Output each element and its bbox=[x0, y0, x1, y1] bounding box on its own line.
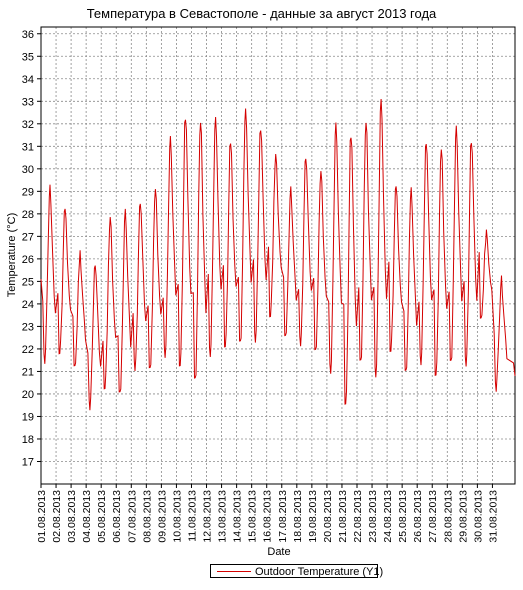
y-tick-label: 29 bbox=[22, 186, 34, 198]
plot-frame bbox=[40, 26, 516, 485]
chart-title: Температура в Севастополе - данные за ав… bbox=[86, 6, 437, 21]
legend: Outdoor Temperature (Y1) bbox=[210, 564, 383, 578]
x-tick-label: 15.08.2013 bbox=[247, 490, 259, 543]
y-tick-label: 21 bbox=[22, 366, 34, 378]
y-tick-label: 17 bbox=[22, 456, 34, 468]
x-axis-label: Date bbox=[267, 546, 290, 558]
y-tick-label: 22 bbox=[22, 344, 34, 356]
x-tick-label: 01.08.2013 bbox=[36, 490, 48, 543]
x-tick-label: 08.08.2013 bbox=[141, 490, 153, 543]
y-tick-label: 24 bbox=[22, 299, 34, 311]
y-tick-label: 25 bbox=[22, 276, 34, 288]
x-tick-label: 22.08.2013 bbox=[352, 490, 364, 543]
x-tick-label: 24.08.2013 bbox=[382, 490, 394, 543]
y-tick-label: 31 bbox=[22, 141, 34, 153]
legend-label: Outdoor Temperature (Y1) bbox=[255, 566, 384, 578]
y-axis-ticks: 17 18 19 20 21 22 23 24 25 26 27 28 29 30 31 32 33 34 35 36 bbox=[22, 29, 41, 468]
x-tick-label: 06.08.2013 bbox=[111, 490, 123, 543]
x-tick-label: 31.08.2013 bbox=[487, 490, 499, 543]
y-tick-label: 35 bbox=[22, 51, 34, 63]
y-tick-label: 18 bbox=[22, 434, 34, 446]
x-tick-label: 09.08.2013 bbox=[156, 490, 168, 543]
x-tick-label: 11.08.2013 bbox=[186, 490, 198, 542]
x-tick-label: 30.08.2013 bbox=[472, 490, 484, 543]
x-tick-label: 19.08.2013 bbox=[307, 490, 319, 543]
y-tick-label: 34 bbox=[22, 74, 34, 86]
x-tick-label: 07.08.2013 bbox=[126, 490, 138, 543]
x-tick-label: 17.08.2013 bbox=[277, 490, 289, 543]
x-tick-label: 26.08.2013 bbox=[412, 490, 424, 543]
y-tick-label: 32 bbox=[22, 119, 34, 131]
x-tick-label: 04.08.2013 bbox=[81, 490, 93, 543]
y-tick-label: 27 bbox=[22, 231, 34, 243]
legend-swatch bbox=[217, 571, 251, 572]
y-tick-label: 30 bbox=[22, 164, 34, 176]
x-tick-label: 05.08.2013 bbox=[96, 490, 108, 543]
x-tick-label: 13.08.2013 bbox=[217, 490, 229, 543]
x-tick-label: 20.08.2013 bbox=[322, 490, 334, 543]
series-line-outdoor-temperature bbox=[40, 98, 516, 411]
x-tick-label: 18.08.2013 bbox=[292, 490, 304, 543]
x-tick-label: 25.08.2013 bbox=[397, 490, 409, 543]
x-tick-label: 28.08.2013 bbox=[442, 490, 454, 543]
x-tick-label: 10.08.2013 bbox=[171, 490, 183, 543]
y-tick-label: 36 bbox=[22, 29, 34, 41]
y-tick-label: 19 bbox=[22, 411, 34, 423]
y-tick-label: 26 bbox=[22, 254, 34, 266]
y-tick-label: 23 bbox=[22, 321, 34, 333]
x-tick-label: 14.08.2013 bbox=[232, 490, 244, 543]
x-tick-label: 16.08.2013 bbox=[262, 490, 274, 543]
x-axis-ticks: 01.08.2013 02.08.2013 03.08.2013 04.08.2013… bbox=[36, 484, 499, 543]
y-tick-label: 33 bbox=[22, 96, 34, 108]
y-tick-label: 28 bbox=[22, 209, 34, 221]
x-tick-label: 12.08.2013 bbox=[202, 490, 214, 543]
y-axis-label: Temperature (°C) bbox=[6, 213, 18, 297]
x-tick-label: 03.08.2013 bbox=[66, 490, 78, 543]
x-tick-label: 02.08.2013 bbox=[51, 490, 63, 543]
x-tick-label: 21.08.2013 bbox=[337, 490, 349, 543]
y-tick-label: 20 bbox=[22, 389, 34, 401]
x-tick-label: 27.08.2013 bbox=[427, 490, 439, 543]
x-tick-label: 29.08.2013 bbox=[457, 490, 469, 543]
x-tick-label: 23.08.2013 bbox=[367, 490, 379, 543]
